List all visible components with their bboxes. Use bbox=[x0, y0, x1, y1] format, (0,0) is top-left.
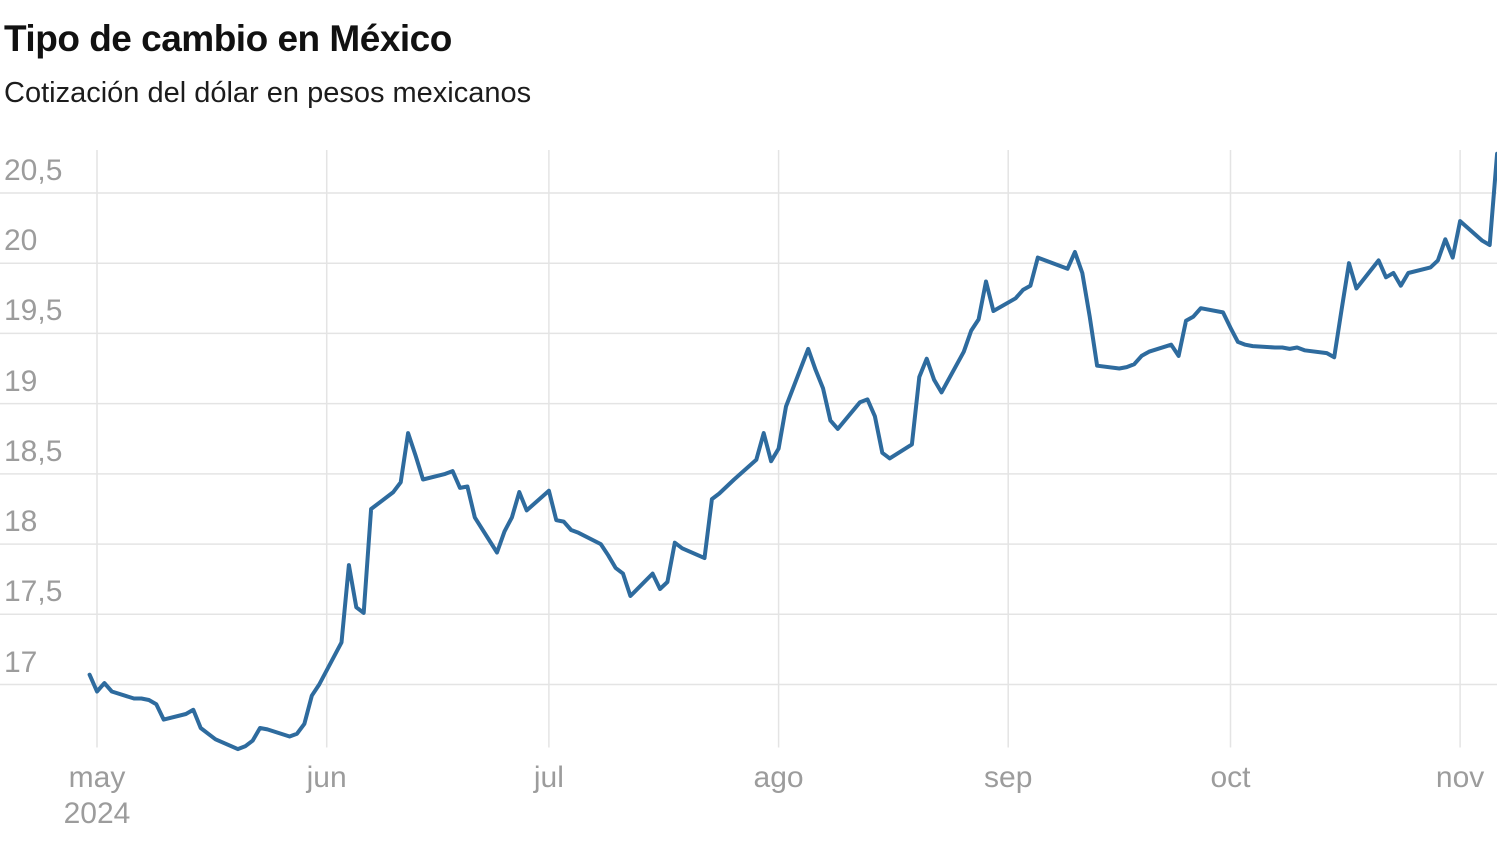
y-axis-tick-label: 17,5 bbox=[4, 575, 63, 609]
y-axis-tick-label: 19 bbox=[4, 364, 38, 398]
x-axis-tick-label: ago bbox=[753, 761, 804, 794]
x-axis-tick-label: may bbox=[68, 761, 126, 794]
chart-title: Tipo de cambio en México bbox=[4, 18, 452, 59]
exchange-rate-line bbox=[87, 151, 1497, 752]
x-axis-tick-label: oct bbox=[1210, 761, 1251, 794]
x-axis-tick-label: sep bbox=[984, 761, 1033, 794]
y-axis-tick-label: 20 bbox=[4, 224, 38, 258]
y-axis-tick-label: 17 bbox=[4, 645, 38, 679]
y-axis-tick-label: 20,5 bbox=[4, 154, 63, 187]
x-axis-tick-label: jul bbox=[533, 761, 564, 794]
x-axis-tick-label: nov bbox=[1435, 761, 1485, 794]
x-axis-year-label: 2024 bbox=[63, 797, 131, 830]
y-axis-tick-label: 18 bbox=[4, 505, 38, 539]
y-axis-tick-label: 19,5 bbox=[4, 294, 63, 328]
x-axis-tick-label: jun bbox=[306, 761, 347, 794]
chart-subtitle: Cotización del dólar en pesos mexicanos bbox=[4, 77, 532, 109]
y-axis-tick-label: 18,5 bbox=[4, 434, 63, 468]
